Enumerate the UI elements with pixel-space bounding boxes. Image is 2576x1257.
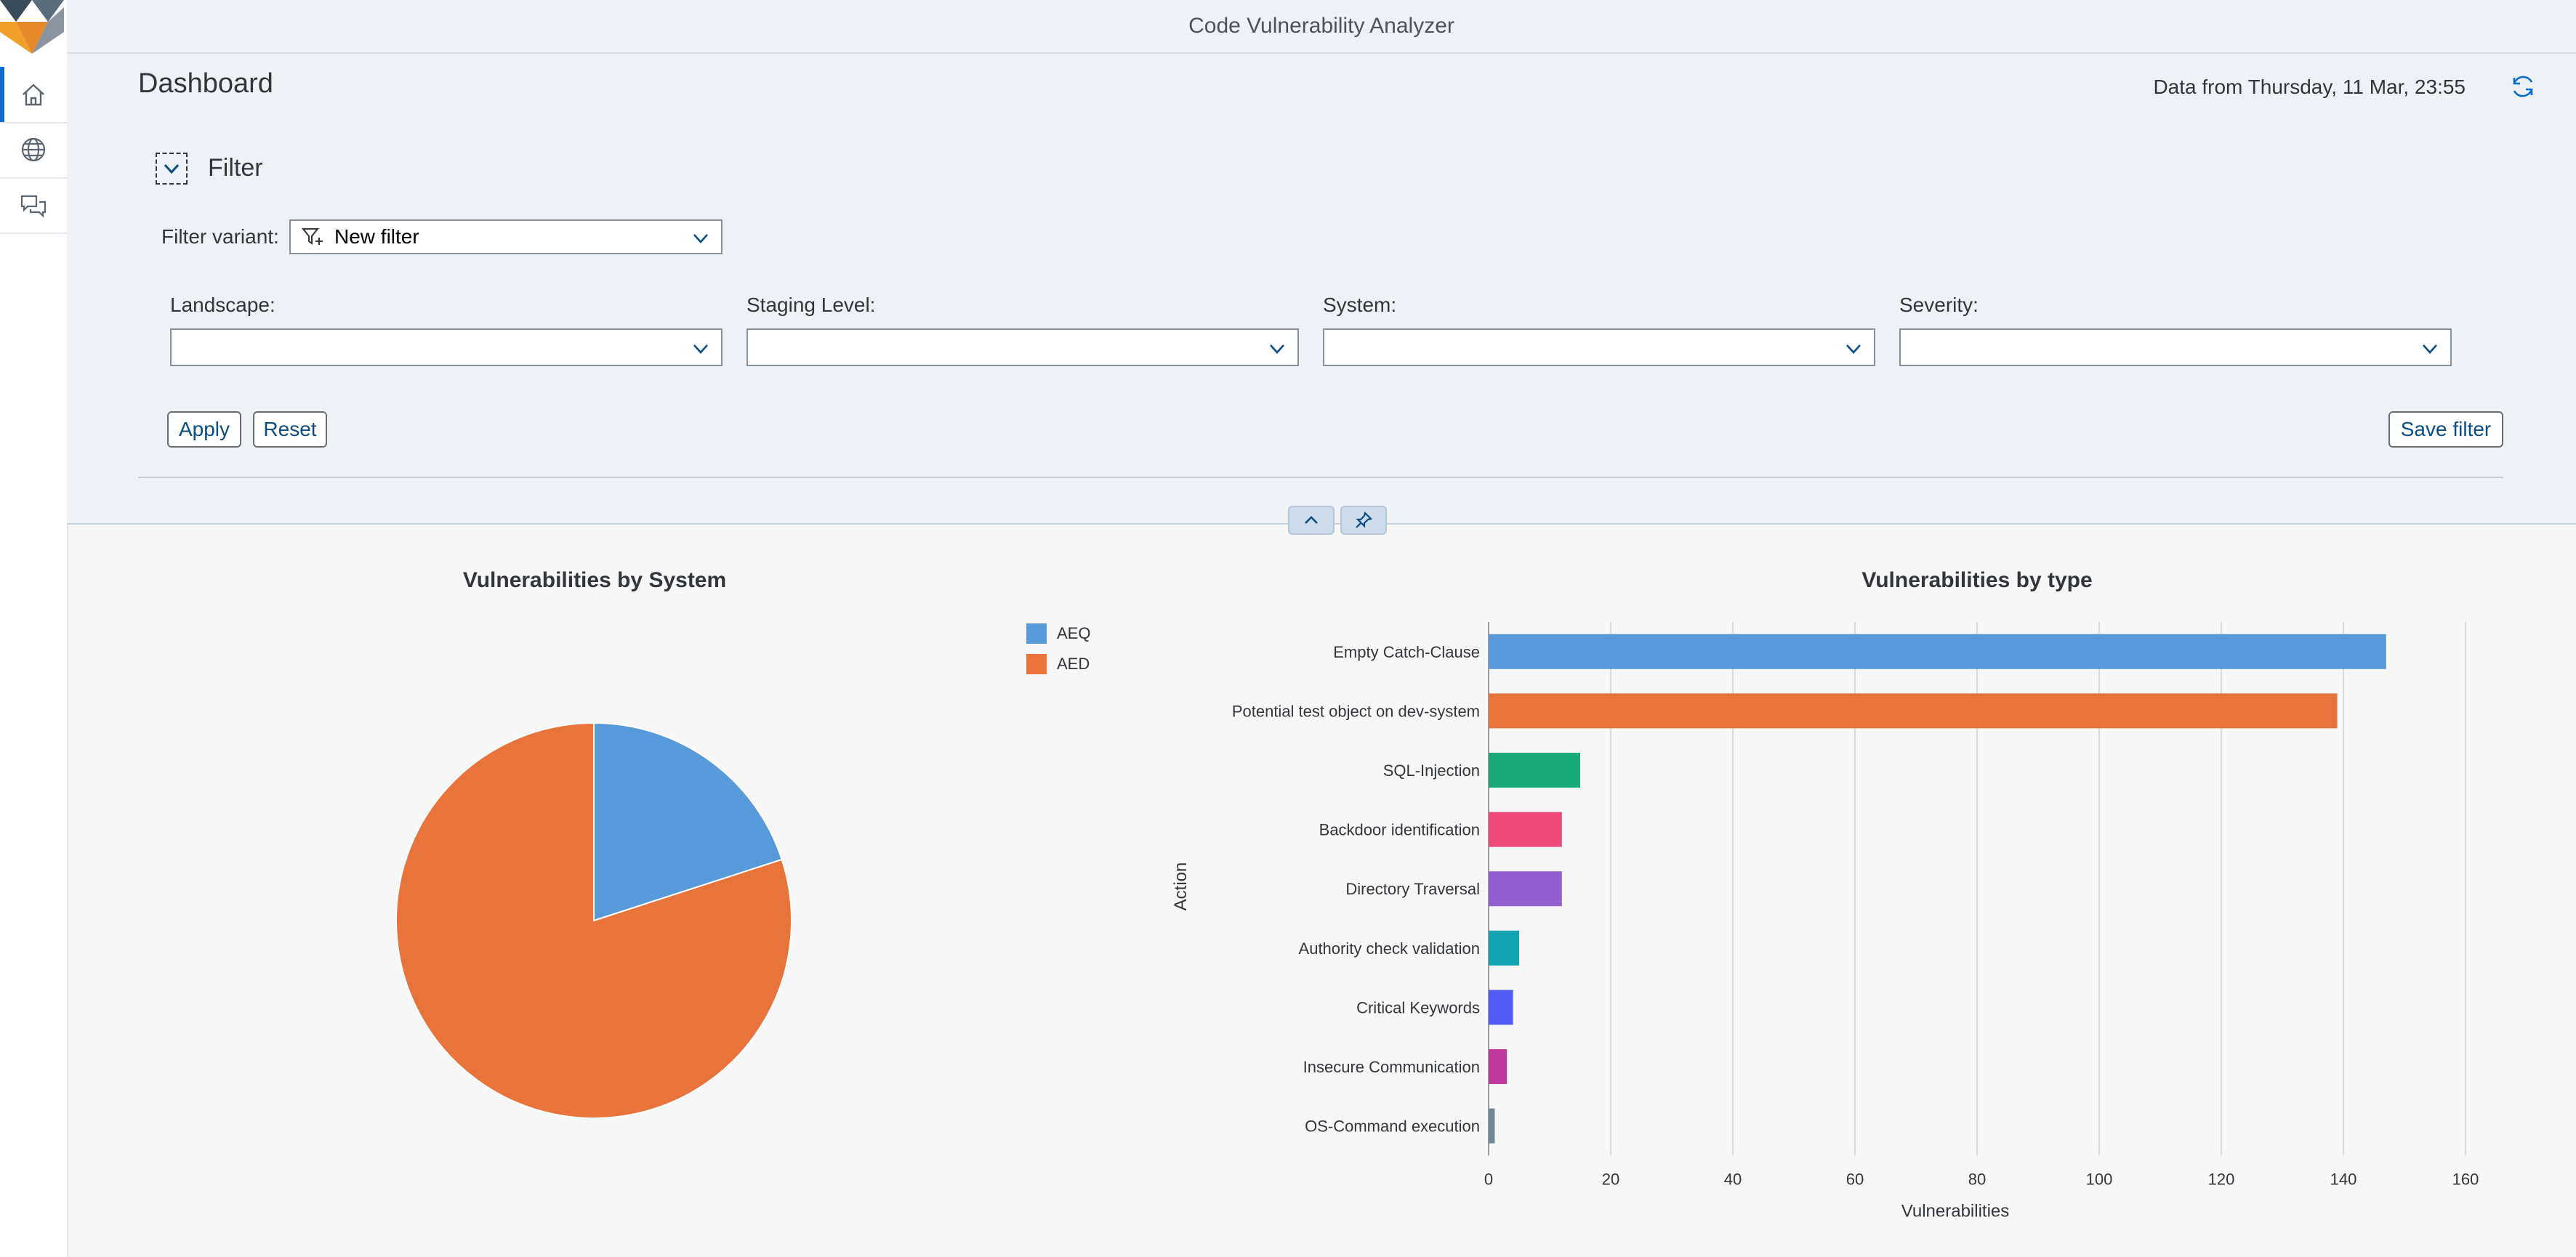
page-title: Dashboard <box>138 68 273 99</box>
app-logo <box>0 0 64 54</box>
bar[interactable] <box>1489 990 1513 1025</box>
bar[interactable] <box>1489 753 1580 788</box>
y-tick-label: Insecure Communication <box>1303 1058 1480 1076</box>
refresh-icon[interactable] <box>2508 71 2538 102</box>
system-select[interactable] <box>1323 328 1875 366</box>
side-navigation <box>0 0 68 1257</box>
y-tick-label: Empty Catch-Clause <box>1333 643 1480 661</box>
bar[interactable] <box>1489 1108 1495 1144</box>
x-tick-label: 160 <box>2452 1170 2479 1188</box>
landscape-select[interactable] <box>170 328 723 366</box>
pin-header-button[interactable] <box>1340 506 1387 535</box>
nav-home[interactable] <box>0 67 67 124</box>
chevron-down-icon <box>2423 344 2437 354</box>
system-label: System: <box>1323 294 1397 316</box>
chat-icon <box>20 195 47 218</box>
filter-variant-label: Filter variant: <box>161 225 279 248</box>
x-axis-label: Vulnerabilities <box>1901 1201 2010 1221</box>
y-tick-label: Directory Traversal <box>1345 880 1480 898</box>
bar[interactable] <box>1489 930 1519 966</box>
x-tick-label: 120 <box>2208 1170 2235 1188</box>
bar[interactable] <box>1489 871 1562 907</box>
y-axis-label: Action <box>1171 862 1191 911</box>
filter-toggle-button[interactable] <box>156 153 188 185</box>
pin-icon <box>1356 511 1373 528</box>
staging-level-select[interactable] <box>746 328 1299 366</box>
nav-globe[interactable] <box>0 122 67 179</box>
severity-select[interactable] <box>1899 328 2452 366</box>
pie-chart-title: Vulnerabilities by System <box>462 568 727 592</box>
bar-chart-title: Vulnerabilities by type <box>1861 568 2093 592</box>
filter-variant-select[interactable]: New filter <box>289 219 723 254</box>
bar[interactable] <box>1489 1049 1508 1084</box>
chevron-down-icon <box>164 163 180 174</box>
staging-level-label: Staging Level: <box>746 294 876 316</box>
chevron-down-icon <box>1846 344 1861 354</box>
bar[interactable] <box>1489 812 1562 847</box>
x-tick-label: 60 <box>1846 1170 1864 1188</box>
legend-swatch <box>1026 654 1047 674</box>
filter-divider <box>138 477 2503 478</box>
filter-variant-value: New filter <box>334 225 419 248</box>
x-tick-label: 140 <box>2330 1170 2357 1188</box>
save-filter-button[interactable]: Save filter <box>2388 411 2503 448</box>
x-tick-label: 40 <box>1724 1170 1742 1188</box>
x-tick-label: 20 <box>1602 1170 1619 1188</box>
y-tick-label: Critical Keywords <box>1356 998 1480 1016</box>
apply-button[interactable]: Apply <box>167 411 241 448</box>
collapse-header-button[interactable] <box>1288 506 1335 535</box>
chevron-down-icon <box>693 344 708 354</box>
x-tick-label: 80 <box>1968 1170 1986 1188</box>
pie-slice-aeq[interactable] <box>593 722 783 922</box>
filter-area: Dashboard Data from Thursday, 11 Mar, 23… <box>67 54 2576 535</box>
x-tick-label: 0 <box>1484 1170 1493 1188</box>
y-tick-label: Potential test object on dev-system <box>1232 702 1480 720</box>
chevron-down-icon <box>693 234 708 243</box>
chevron-up-icon <box>1305 516 1318 524</box>
app-title: Code Vulnerability Analyzer <box>1188 14 1454 38</box>
globe-icon <box>21 137 46 162</box>
legend-item-aeq[interactable]: AEQ <box>1026 623 1090 644</box>
y-tick-label: Backdoor identification <box>1319 821 1480 839</box>
reset-button[interactable]: Reset <box>253 411 327 448</box>
pie-slice-aed[interactable] <box>395 722 792 1119</box>
legend-label: AEQ <box>1057 624 1091 642</box>
bar[interactable] <box>1489 634 2386 669</box>
y-tick-label: Authority check validation <box>1299 939 1480 958</box>
nav-chat[interactable] <box>0 177 67 234</box>
legend-item-aed[interactable]: AED <box>1026 654 1090 674</box>
chevron-down-icon <box>1270 344 1284 354</box>
home-icon <box>23 84 44 106</box>
landscape-label: Landscape: <box>170 294 275 316</box>
x-tick-label: 100 <box>2086 1170 2113 1188</box>
new-filter-icon <box>301 228 323 245</box>
bar[interactable] <box>1489 693 2338 729</box>
y-tick-label: OS-Command execution <box>1305 1117 1480 1136</box>
severity-label: Severity: <box>1899 294 1979 316</box>
filter-heading: Filter <box>208 154 263 182</box>
shell-header: Code Vulnerability Analyzer <box>67 0 2576 54</box>
data-timestamp: Data from Thursday, 11 Mar, 23:55 <box>2153 76 2466 98</box>
y-tick-label: SQL-Injection <box>1383 761 1480 780</box>
legend-swatch <box>1026 623 1047 644</box>
legend-label: AED <box>1057 655 1090 673</box>
